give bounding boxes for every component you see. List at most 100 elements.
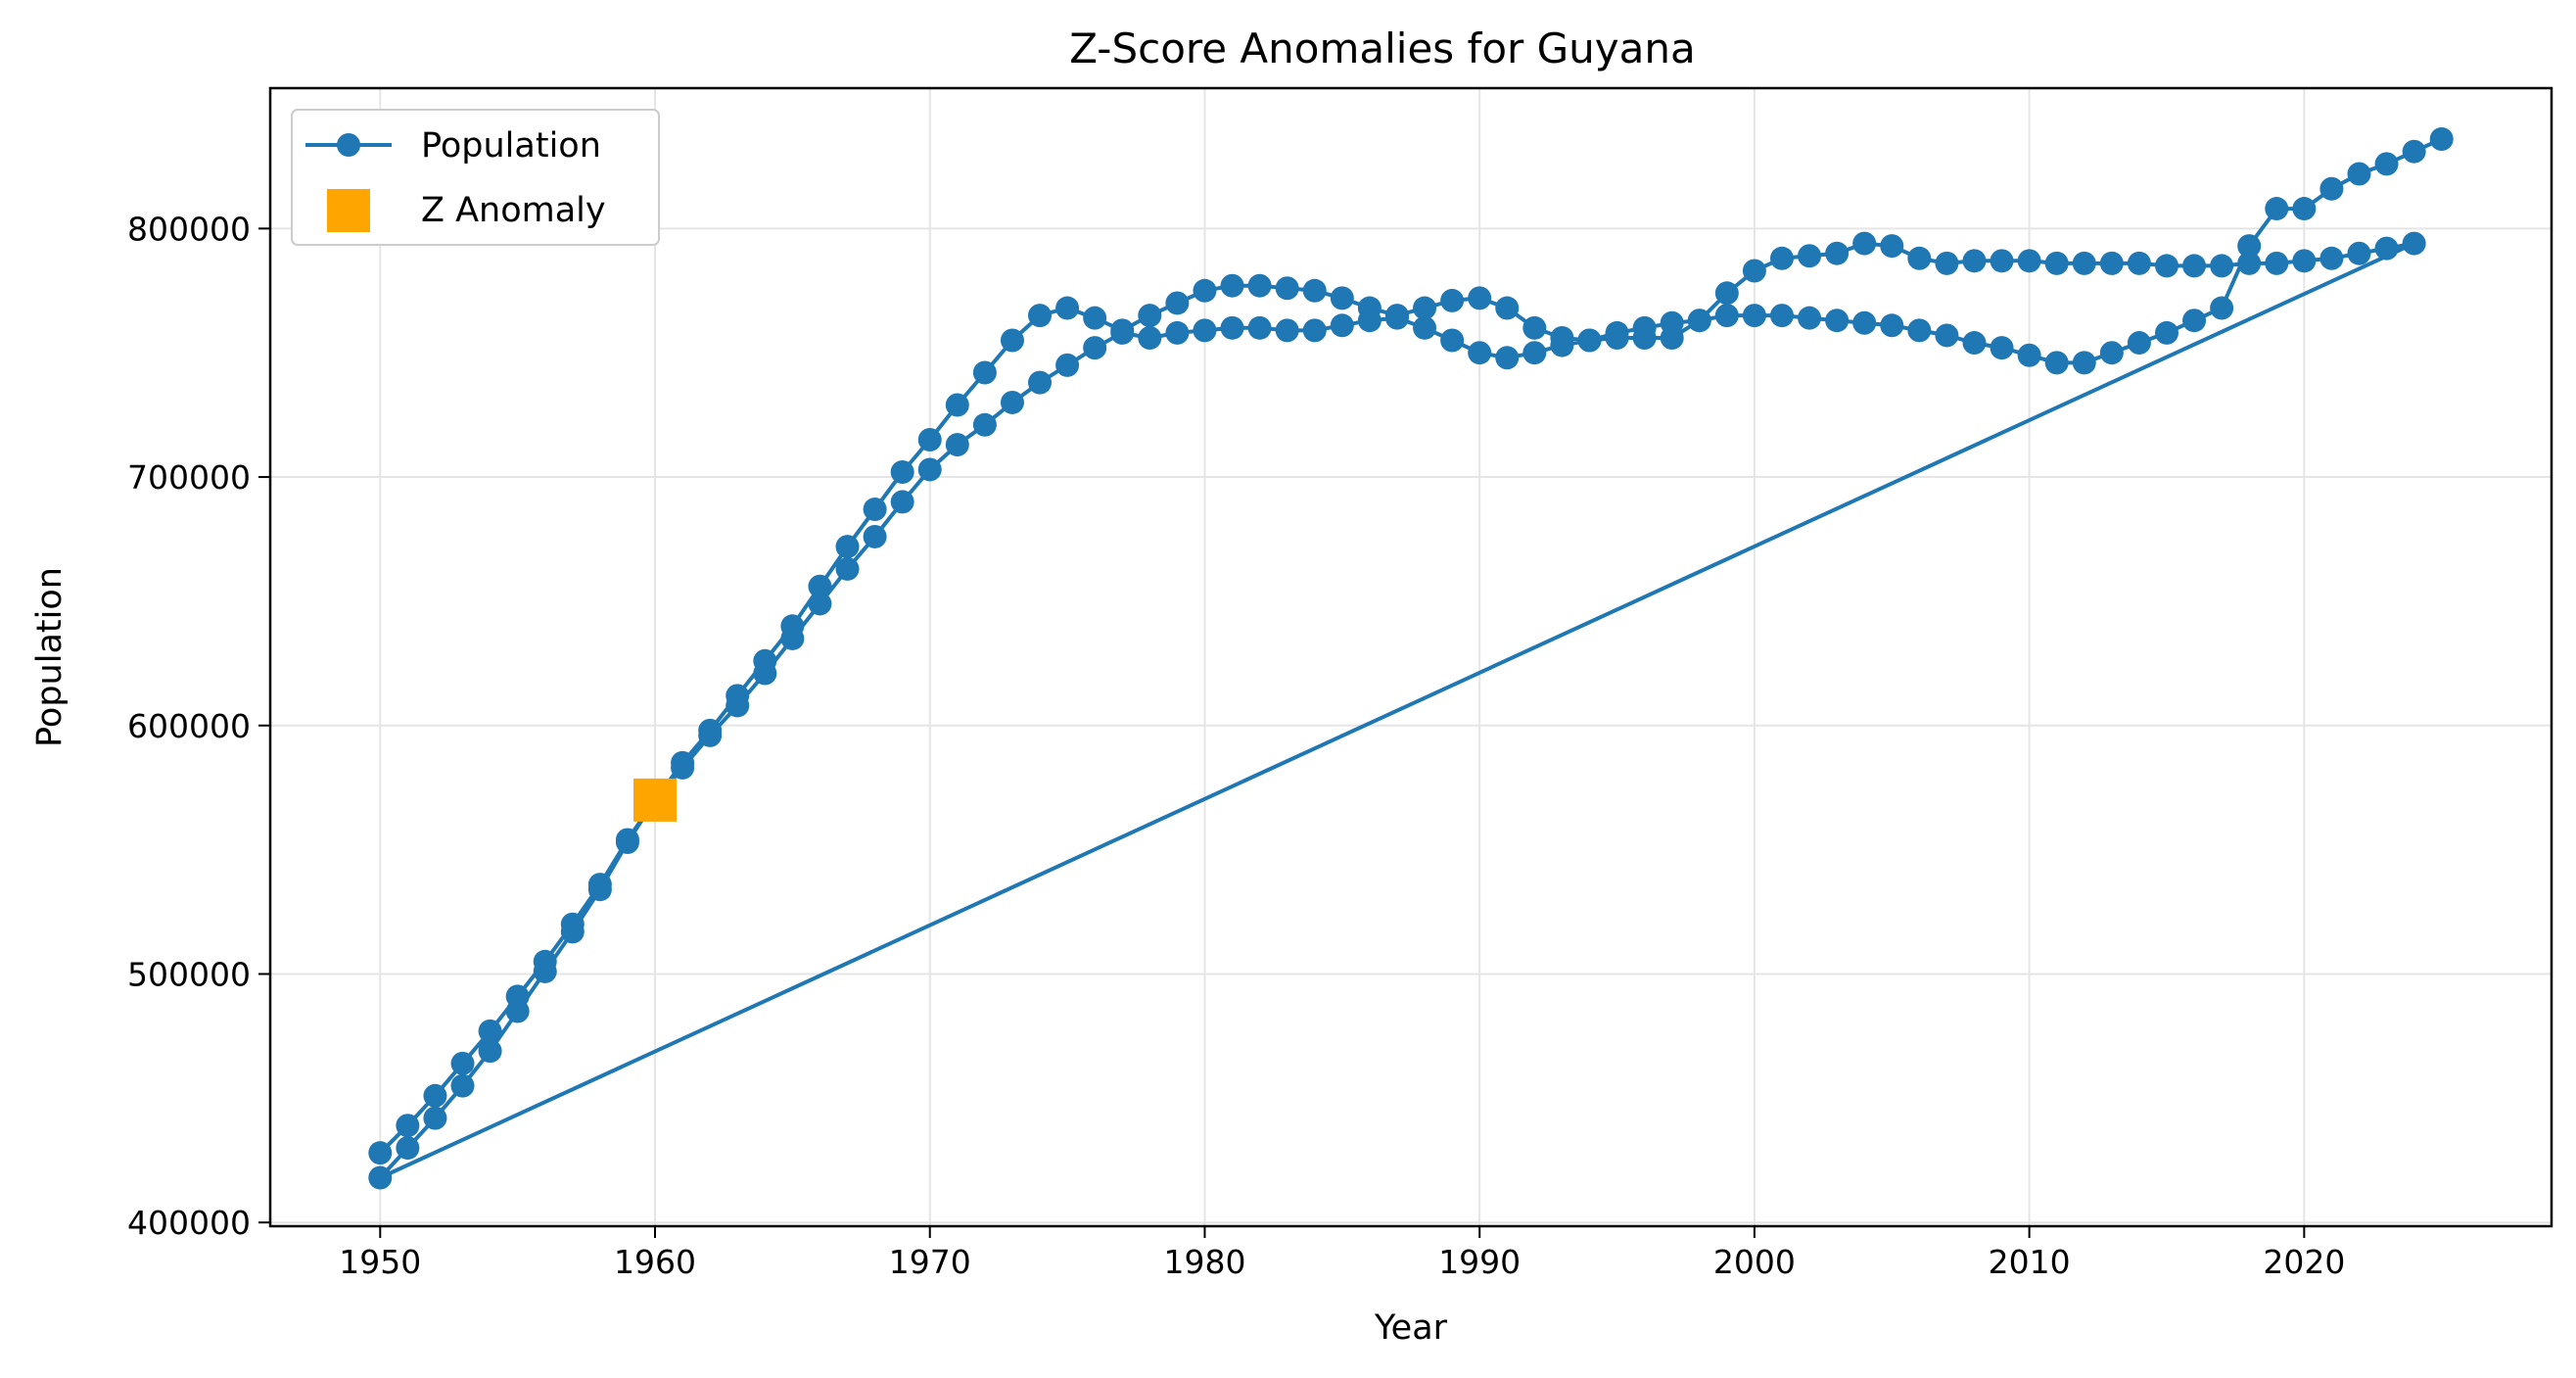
population-point bbox=[1852, 310, 1877, 335]
population-point bbox=[1302, 318, 1327, 343]
population-point bbox=[1962, 249, 1987, 273]
population-point bbox=[1687, 309, 1711, 333]
population-point bbox=[2347, 162, 2371, 186]
population-point bbox=[1714, 281, 1739, 306]
population-point bbox=[972, 360, 997, 385]
x-axis: 1950 1960 1970 1980 1990 2000 2010 2020 bbox=[339, 1226, 2345, 1281]
population-point bbox=[780, 626, 805, 650]
population-point bbox=[945, 433, 969, 457]
legend-anomaly-label: Z Anomaly bbox=[421, 191, 606, 230]
population-point bbox=[587, 878, 612, 902]
population-point bbox=[753, 661, 777, 686]
population-point bbox=[1055, 353, 1080, 377]
chart-title: Z-Score Anomalies for Guyana bbox=[1069, 24, 1696, 72]
population-point bbox=[1907, 318, 1932, 343]
population-point bbox=[2237, 251, 2262, 275]
population-point bbox=[1220, 315, 1244, 340]
population-point bbox=[1247, 315, 1272, 340]
population-point bbox=[671, 755, 695, 780]
grid bbox=[270, 88, 2552, 1226]
population-point bbox=[1138, 325, 1162, 350]
anomaly-layer bbox=[633, 778, 678, 822]
population-point bbox=[1852, 231, 1877, 256]
population-point bbox=[1769, 246, 1794, 270]
population-point bbox=[1275, 276, 1299, 301]
population-point bbox=[368, 1165, 393, 1190]
population-point bbox=[2319, 246, 2344, 270]
population-point bbox=[1962, 331, 1987, 356]
population-point bbox=[2154, 254, 2178, 278]
population-point bbox=[2210, 296, 2234, 320]
population-point bbox=[835, 535, 860, 559]
x-tick-label: 1980 bbox=[1163, 1243, 1245, 1281]
population-point bbox=[1990, 249, 2014, 273]
population-point bbox=[808, 592, 832, 616]
legend-population-marker bbox=[337, 133, 360, 157]
population-point bbox=[2210, 254, 2234, 278]
legend-population-label: Population bbox=[421, 126, 601, 166]
population-point bbox=[1413, 296, 1437, 320]
population-point bbox=[2044, 251, 2069, 275]
population-point bbox=[505, 999, 530, 1023]
population-point bbox=[1000, 328, 1024, 353]
population-point bbox=[835, 556, 860, 581]
x-tick-label: 2020 bbox=[2263, 1243, 2345, 1281]
population-point bbox=[1742, 259, 1766, 283]
population-point bbox=[1660, 325, 1684, 350]
population-point bbox=[1798, 244, 1822, 268]
population-point bbox=[2099, 341, 2124, 365]
y-axis: 400000 500000 600000 700000 800000 bbox=[127, 210, 270, 1242]
population-point bbox=[1440, 288, 1465, 312]
population-point bbox=[2374, 236, 2399, 261]
x-tick-label: 1960 bbox=[614, 1243, 696, 1281]
population-point bbox=[1083, 306, 1107, 330]
population-point bbox=[1495, 296, 1520, 320]
population-point bbox=[2182, 254, 2207, 278]
population-point bbox=[1522, 315, 1547, 340]
population-point bbox=[1165, 291, 1190, 315]
population-point bbox=[1825, 241, 1850, 265]
population-point bbox=[2292, 249, 2317, 273]
population-point bbox=[2044, 351, 2069, 375]
population-point bbox=[368, 1141, 393, 1165]
population-point bbox=[2154, 320, 2178, 345]
population-point bbox=[863, 498, 887, 522]
population-point bbox=[1083, 336, 1107, 360]
population-point bbox=[726, 693, 750, 718]
population-point bbox=[2182, 309, 2207, 333]
x-tick-label: 1970 bbox=[889, 1243, 971, 1281]
population-point bbox=[2072, 251, 2096, 275]
population-point bbox=[560, 920, 585, 944]
population-point bbox=[1825, 309, 1850, 333]
anomaly-point bbox=[633, 778, 678, 822]
population-point bbox=[1302, 278, 1327, 303]
population-point bbox=[1495, 346, 1520, 370]
population-point bbox=[2319, 176, 2344, 201]
population-point bbox=[2374, 152, 2399, 176]
population-point bbox=[1605, 325, 1629, 350]
population-point bbox=[450, 1051, 475, 1075]
population-point bbox=[478, 1039, 502, 1064]
y-tick-label: 800000 bbox=[127, 210, 251, 248]
population-point bbox=[423, 1106, 447, 1130]
population-point bbox=[1907, 246, 1932, 270]
population-point bbox=[890, 490, 914, 514]
population-point bbox=[1247, 273, 1272, 298]
population-point bbox=[2265, 197, 2289, 221]
y-tick-label: 400000 bbox=[127, 1204, 251, 1242]
population-point bbox=[1275, 318, 1299, 343]
population-point bbox=[1990, 336, 2014, 360]
population-point bbox=[1110, 320, 1135, 345]
population-point bbox=[1193, 318, 1217, 343]
x-axis-label: Year bbox=[1374, 1308, 1448, 1348]
population-point bbox=[1193, 278, 1217, 303]
x-tick-label: 2000 bbox=[1713, 1243, 1796, 1281]
population-point bbox=[2127, 251, 2151, 275]
population-point bbox=[917, 457, 942, 482]
population-point bbox=[698, 723, 723, 747]
population-point bbox=[1028, 304, 1053, 328]
population-point bbox=[972, 412, 997, 437]
population-point bbox=[1742, 304, 1766, 328]
y-tick-label: 500000 bbox=[127, 955, 251, 993]
